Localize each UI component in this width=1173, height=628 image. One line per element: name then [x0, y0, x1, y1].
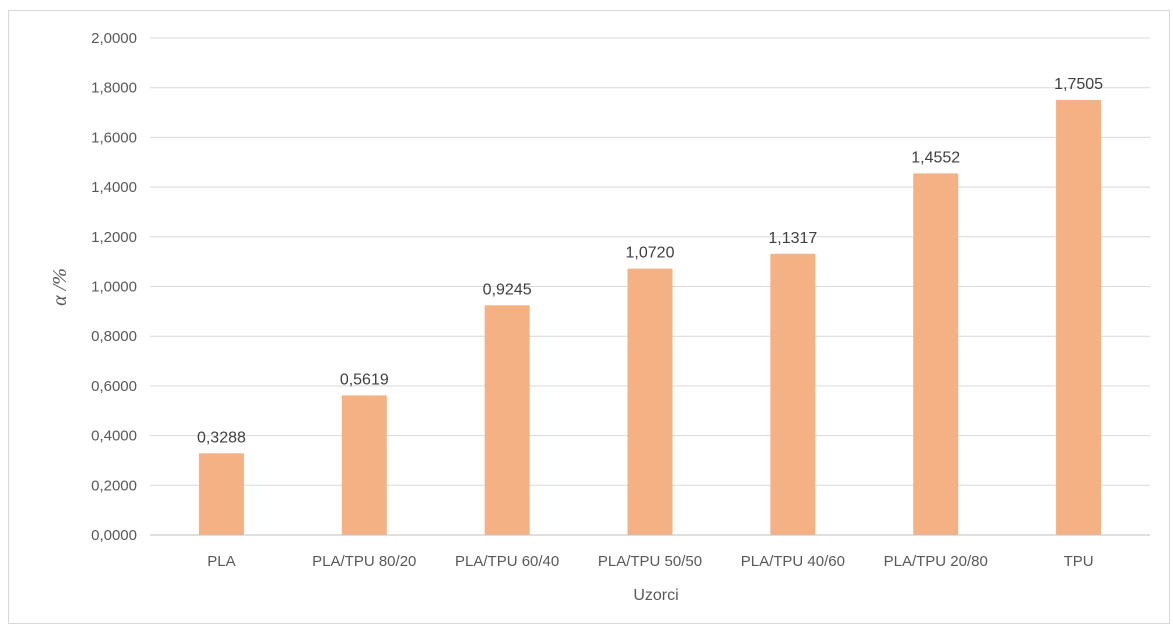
x-tick-label: PLA/TPU 60/40 [455, 553, 559, 570]
x-tick-label: PLA/TPU 50/50 [598, 553, 702, 570]
y-tick-label: 0,0000 [91, 527, 137, 544]
y-tick-label: 1,4000 [91, 179, 137, 196]
bar-value-label: 1,1317 [768, 230, 817, 247]
data-labels: 0,3288 0,5619 0,9245 1,0720 1,1317 1,4552 1,75… [197, 76, 1103, 446]
y-tick-label: 1,8000 [91, 80, 137, 97]
y-tick-label: 1,2000 [91, 229, 137, 246]
x-axis-title: Uzorci [633, 587, 678, 604]
bar-value-label: 0,9245 [483, 281, 532, 298]
y-tick-label: 2,0000 [91, 30, 137, 47]
bar-value-label: 1,0720 [626, 245, 675, 262]
y-axis-tick-labels: 0,0000 0,2000 0,4000 0,6000 0,8000 1,0000 1,20… [91, 30, 137, 544]
x-tick-label: PLA/TPU 80/20 [312, 553, 416, 570]
y-tick-label: 0,6000 [91, 378, 137, 395]
x-tick-label: PLA [207, 553, 235, 570]
y-axis-title: α /% [49, 268, 71, 306]
gridlines [150, 37, 1150, 486]
bar [341, 395, 387, 535]
x-tick-label: PLA/TPU 40/60 [741, 553, 845, 570]
bar [1056, 100, 1102, 536]
bar [913, 173, 959, 535]
bar-value-label: 1,4552 [911, 149, 960, 166]
x-tick-label: TPU [1064, 553, 1094, 570]
y-tick-label: 0,2000 [91, 477, 137, 494]
x-axis-tick-labels: PLA PLA/TPU 80/20 PLA/TPU 60/40 PLA/TPU 50/… [207, 553, 1093, 570]
bar-value-label: 0,3288 [197, 429, 246, 446]
bar [198, 453, 244, 535]
bars [198, 100, 1102, 536]
bar-value-label: 1,7505 [1054, 76, 1103, 93]
y-tick-label: 0,8000 [91, 328, 137, 345]
bar [484, 305, 530, 535]
bar [770, 253, 816, 535]
y-tick-label: 1,0000 [91, 279, 137, 296]
x-tick-label: PLA/TPU 20/80 [884, 553, 988, 570]
y-tick-label: 1,6000 [91, 129, 137, 146]
bar-value-label: 0,5619 [340, 371, 389, 388]
y-tick-label: 0,4000 [91, 428, 137, 445]
bar [627, 268, 673, 535]
